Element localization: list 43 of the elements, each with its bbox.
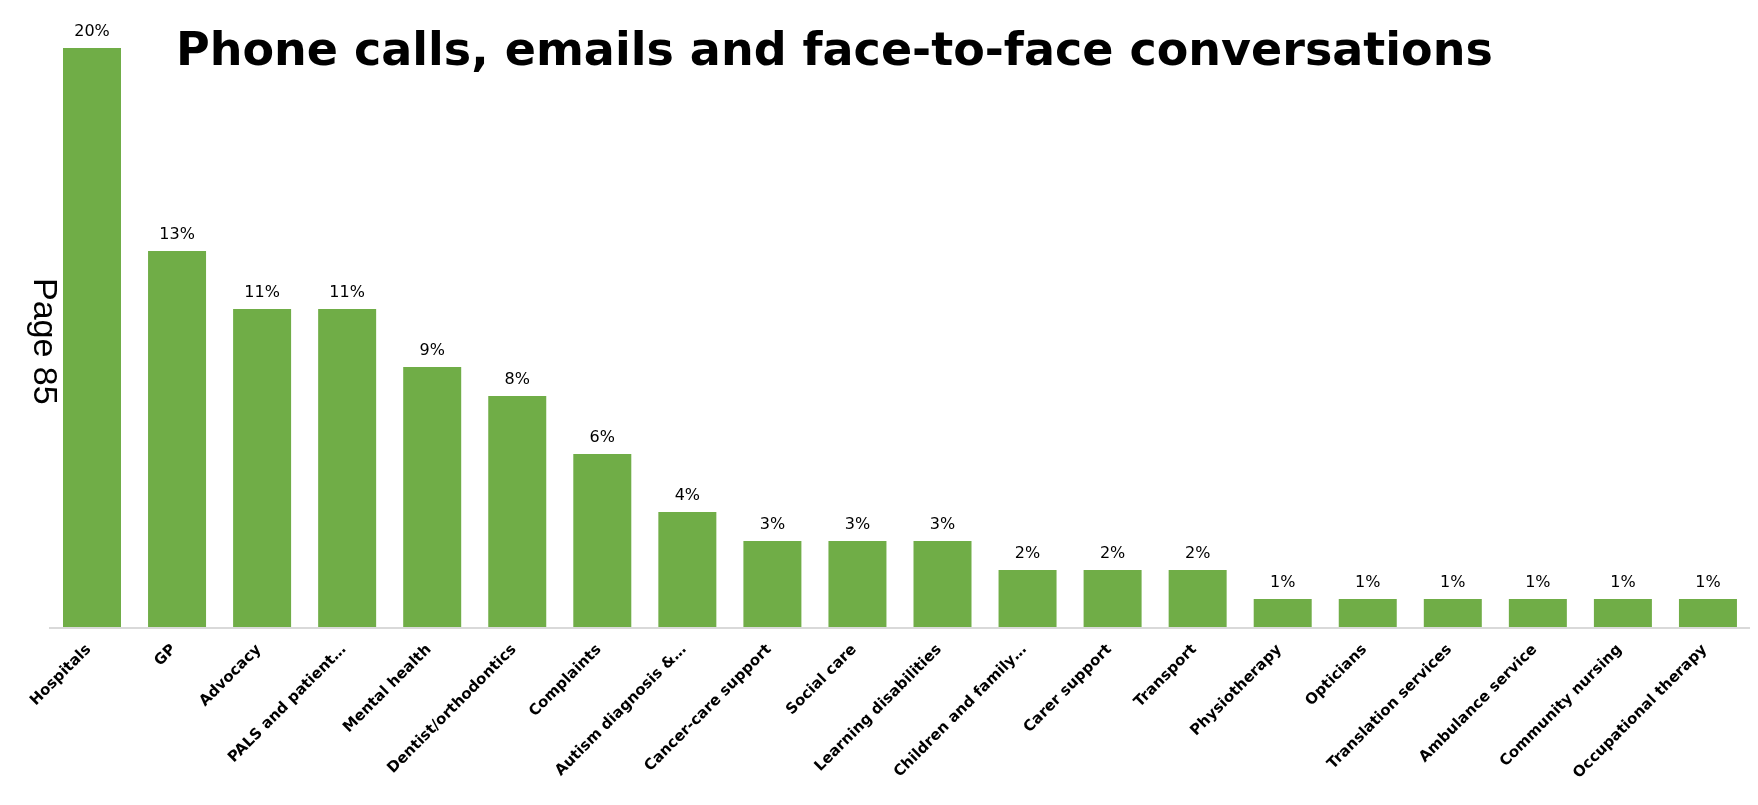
bar: [1338, 599, 1397, 628]
data-label: 11%: [244, 282, 280, 301]
bar: [743, 541, 802, 628]
bar: [233, 309, 292, 628]
data-label: 1%: [1525, 572, 1551, 591]
bar: [1253, 599, 1312, 628]
data-label: 8%: [504, 369, 530, 388]
data-label: 3%: [929, 514, 956, 533]
bar: [318, 309, 377, 628]
data-label: 2%: [1184, 543, 1211, 562]
data-label: 2%: [1014, 543, 1041, 562]
data-label: 6%: [589, 427, 615, 446]
bar: [658, 512, 717, 628]
bar: [488, 396, 547, 628]
data-label: 1%: [1355, 572, 1381, 591]
data-label: 9%: [419, 340, 445, 359]
chart-title: Phone calls, emails and face-to-face conversations: [176, 22, 1493, 76]
bar: [1423, 599, 1482, 628]
data-label: 1%: [1270, 572, 1296, 591]
bar: [1508, 599, 1567, 628]
bar: [148, 251, 207, 628]
data-label: 3%: [759, 514, 786, 533]
data-label: 1%: [1695, 572, 1721, 591]
bar: [828, 541, 887, 628]
bar: [913, 541, 972, 628]
bar: [1593, 599, 1652, 628]
data-label: 20%: [74, 21, 110, 40]
data-label: 3%: [844, 514, 871, 533]
bar: [998, 570, 1057, 628]
bar: [403, 367, 462, 628]
annotation: Page 85: [26, 278, 65, 405]
bar: [63, 48, 121, 628]
data-label: 2%: [1099, 543, 1126, 562]
data-label: 1%: [1610, 572, 1636, 591]
bar: [1083, 570, 1142, 628]
data-label: 1%: [1440, 572, 1466, 591]
bar: [573, 454, 632, 628]
bar: [1168, 570, 1227, 628]
data-label: 4%: [674, 485, 701, 504]
x-tick-label: GP: [150, 640, 180, 670]
data-label: 13%: [159, 224, 195, 243]
data-label: 11%: [329, 282, 365, 301]
bar: [1678, 599, 1737, 628]
